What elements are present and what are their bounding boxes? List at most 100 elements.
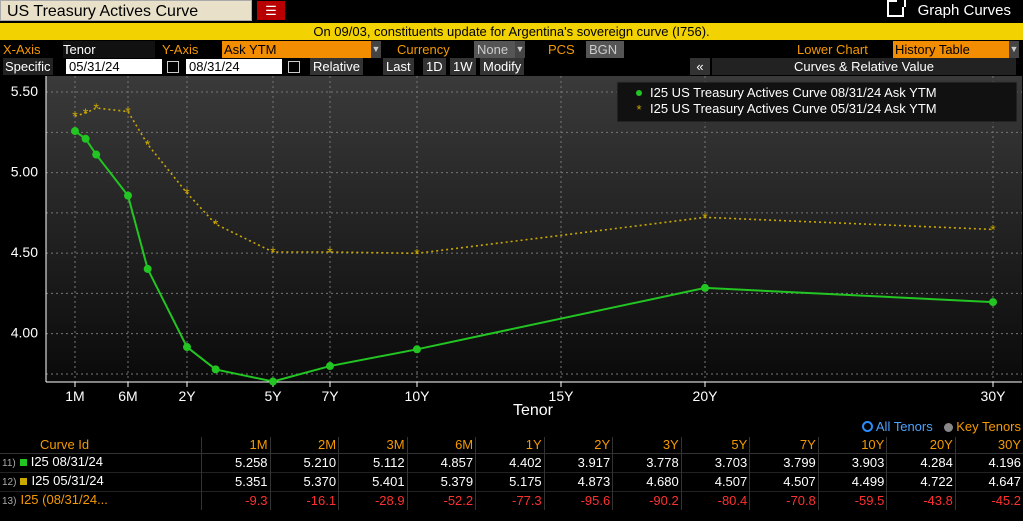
curve-id-cell[interactable]: 13) I25 (08/31/24... [0,491,202,510]
data-point[interactable]: * [270,244,276,260]
yaxis-label: Y-Axis [162,42,199,57]
table-cell: 5.112 [338,453,408,473]
table-cell: 5.401 [338,472,408,492]
column-header[interactable]: 2Y [543,437,613,454]
curve-id-cell[interactable]: 12) I25 05/31/24 [0,472,202,492]
data-point[interactable]: * [702,209,708,225]
lower-chart-label: Lower Chart [797,42,868,57]
x-tick-label: 6M [118,388,137,404]
column-header[interactable]: 5Y [680,437,750,454]
column-header[interactable]: 10Y [817,437,887,454]
currency-select[interactable]: None [474,41,516,58]
table-cell: -90.2 [612,491,682,510]
table-row[interactable]: 11) I25 08/31/24 5.258 5.210 5.112 4.857 4.402… [0,453,1023,473]
last-button[interactable]: Last [383,58,414,75]
legend-marker-0 [636,90,642,96]
grid [46,76,1022,382]
data-point[interactable]: * [327,244,333,260]
data-point[interactable] [413,345,421,354]
column-header[interactable]: 3Y [612,437,682,454]
xaxis-select[interactable]: Tenor [63,41,155,58]
series-color-icon [19,459,27,466]
series-line-1[interactable] [74,107,994,255]
data-point[interactable] [989,298,997,307]
key-tenors-label[interactable]: Key Tenors [956,419,1021,434]
key-tenors-radio-icon[interactable] [943,423,953,432]
data-point[interactable]: * [93,100,99,116]
table-cell: 4.857 [406,453,476,473]
data-point[interactable]: * [990,221,996,237]
date2-field[interactable]: 08/31/24 [186,59,282,74]
table-cell: -43.8 [886,491,956,510]
column-header[interactable]: 1M [201,437,271,454]
table-cell: 4.196 [954,453,1023,473]
date1-field[interactable]: 05/31/24 [66,59,162,74]
data-point[interactable] [81,134,90,143]
table-row[interactable]: 12) I25 05/31/24 5.351 5.370 5.401 5.379 5.175… [0,472,1023,492]
data-point[interactable]: * [83,105,89,121]
table-cell: -80.4 [680,491,750,510]
graph-curves-button[interactable]: Graph Curves [886,0,1011,22]
all-tenors-radio-icon[interactable] [861,421,873,432]
lower-chart-chevron-down-icon[interactable]: ▼ [1009,41,1019,58]
calendar-icon[interactable] [288,61,300,73]
data-point[interactable] [326,362,334,371]
1d-button[interactable]: 1D [423,58,446,75]
data-point[interactable] [143,264,152,273]
calendar-icon[interactable] [167,61,179,73]
modify-button[interactable]: Modify [480,58,525,75]
lower-chart-select[interactable]: History Table [893,41,1009,58]
data-point[interactable] [269,377,277,386]
column-header[interactable]: 20Y [886,437,956,454]
legend-marker-1: * [636,102,641,117]
pcs-field[interactable]: BGN [586,41,624,58]
data-point[interactable] [71,127,79,136]
table-cell: 4.680 [612,472,682,492]
table-header: Curve Id 1M 2M 3M 6M 1Y 2Y 3Y 5Y 7Y 10Y 20Y 30Y [0,437,1023,454]
data-point[interactable]: * [213,216,219,232]
table-row[interactable]: 13) I25 (08/31/24... -9.3 -16.1 -28.9 -52.2 -7… [0,491,1023,510]
curves-relative-value-panel[interactable]: Curves & Relative Value [712,58,1016,75]
data-point[interactable]: * [145,136,151,152]
data-point[interactable] [701,283,709,292]
data-point[interactable] [124,191,132,200]
data-point[interactable] [211,365,220,374]
column-header[interactable]: 2M [269,437,339,454]
yaxis-select[interactable]: Ask YTM [222,41,374,58]
table-cell: -95.6 [543,491,613,510]
table-cell: 4.722 [886,472,956,492]
data-point[interactable]: * [72,108,78,124]
all-tenors-label[interactable]: All Tenors [875,419,933,434]
series-group: * * * ***** * *** [71,100,997,386]
data-point[interactable]: * [125,104,131,120]
table-cell: -45.2 [954,491,1023,510]
column-header[interactable]: 3M [338,437,408,454]
specific-label[interactable]: Specific [3,58,53,75]
relative-button[interactable]: Relative [310,58,363,75]
column-header[interactable]: 7Y [749,437,819,454]
column-header[interactable]: 1Y [475,437,545,454]
column-header-curve-id[interactable]: Curve Id [0,437,202,454]
row-number: 13) [2,496,17,507]
y-tick-label: 5.50 [11,83,38,99]
table-cell: 5.370 [269,472,339,492]
curve-id-cell[interactable]: 11) I25 08/31/24 [0,453,202,473]
1w-button[interactable]: 1W [450,58,476,75]
collapse-button[interactable]: « [690,58,710,75]
menu-dropdown-icon[interactable]: ☰ [257,1,285,20]
notice-banner[interactable]: On 09/03, constituents update for Argent… [0,23,1023,40]
data-point[interactable] [183,343,191,352]
column-header[interactable]: 30Y [954,437,1023,454]
column-header[interactable]: 6M [406,437,476,454]
x-tick-label: 7Y [321,388,339,404]
x-tick-label: 2Y [178,388,196,404]
data-point[interactable] [92,150,101,159]
row-number: 12) [2,477,17,488]
legend: I25 US Treasury Actives Curve 08/31/24 A… [616,81,1018,123]
data-point[interactable]: * [414,245,420,261]
currency-chevron-down-icon[interactable]: ▼ [515,41,525,58]
data-point[interactable]: * [184,185,190,201]
x-tick-label: 5Y [264,388,282,404]
yaxis-chevron-down-icon[interactable]: ▼ [371,41,381,58]
yield-curve-chart[interactable]: 5.50 5.00 4.50 4.00 1M 6M 2Y 5Y 7Y 10Y 15Y 20Y 30Y *… [0,76,1023,420]
